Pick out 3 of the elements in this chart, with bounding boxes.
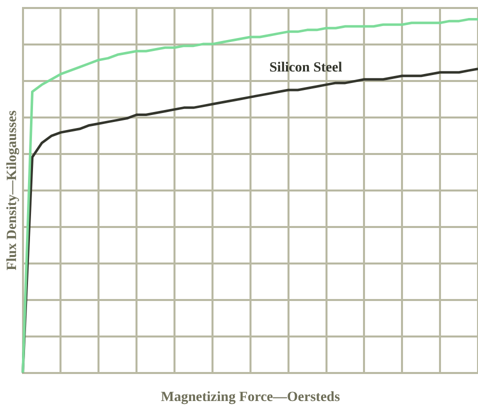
series-label: Silicon Steel bbox=[269, 60, 342, 76]
y-axis-title: Flux Density—Kilogausses bbox=[5, 110, 20, 270]
x-axis-title: Magnetizing Force—Oersteds bbox=[160, 390, 340, 406]
